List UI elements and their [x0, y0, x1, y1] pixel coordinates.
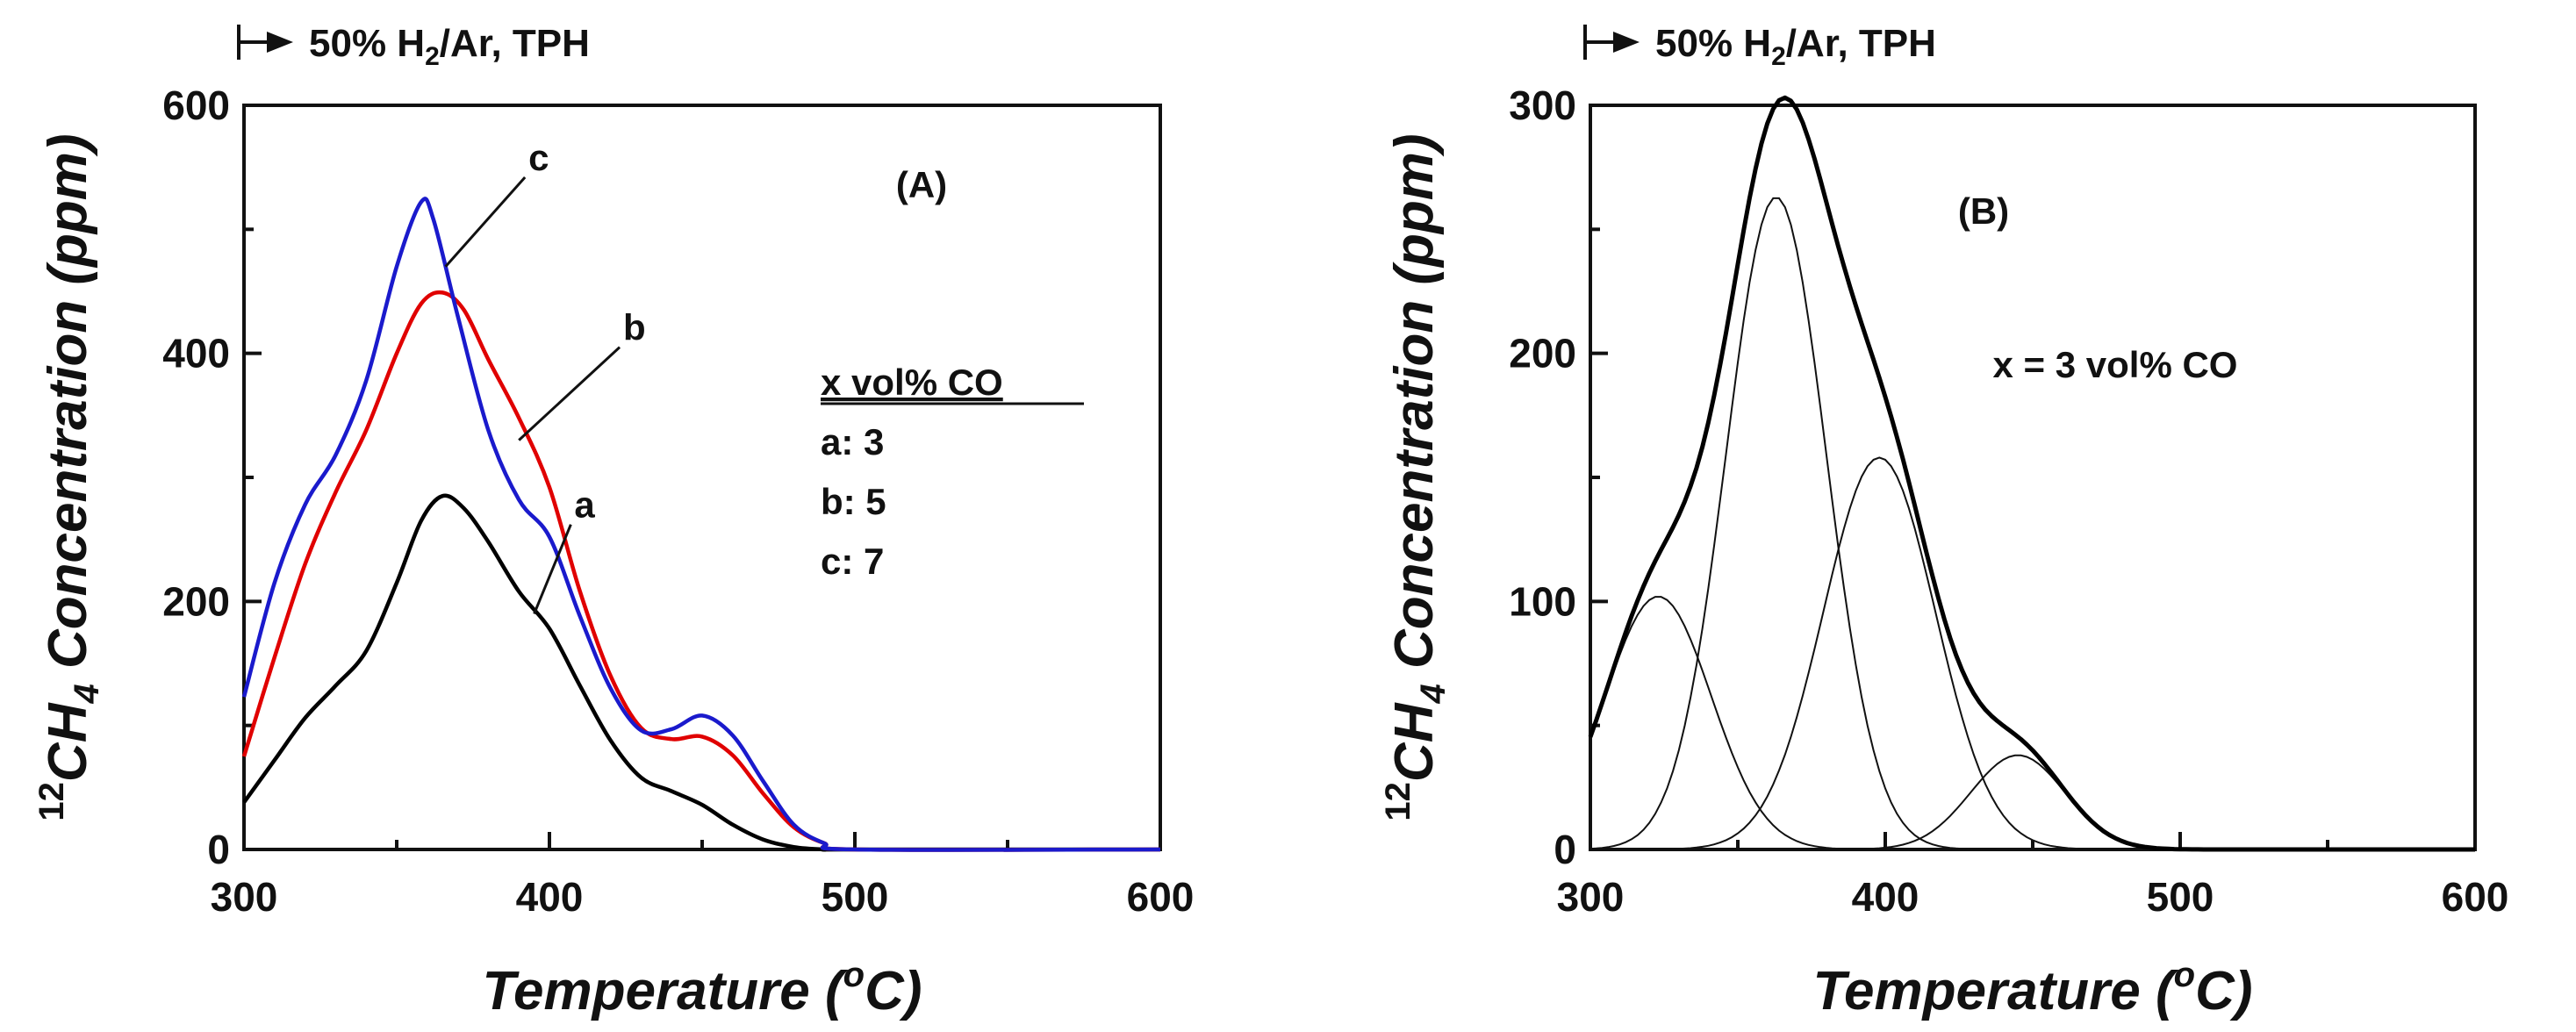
- b-x-axis-label-text: Temperature (: [1812, 961, 2178, 1021]
- a-series-b-line: [241, 290, 1161, 852]
- b-y-tick-label: 100: [1509, 578, 1576, 624]
- a-legend-item: c: 7: [821, 541, 884, 582]
- b-x-tick-label: 600: [2442, 874, 2509, 920]
- b-heading-rest: /Ar, TPH: [1786, 22, 1936, 65]
- b-component-peak-1: [1589, 596, 2475, 850]
- b-y-axis-label-sup: 12: [1379, 782, 1417, 821]
- a-y-tick-label: 0: [207, 827, 230, 872]
- b-y-axis-label-rest: Concentration (ppm): [1384, 133, 1445, 684]
- a-heading-rest: /Ar, TPH: [440, 22, 590, 65]
- b-annotation: x = 3 vol% CO: [1993, 344, 2238, 385]
- b-heading-text: 50% H: [1655, 22, 1771, 65]
- a-legend-title: x vol% CO: [821, 362, 1003, 403]
- a-heading: 50% H2/Ar, TPH: [309, 22, 590, 71]
- a-y-axis-label-main: CH: [38, 702, 98, 782]
- a-legend-item: a: 3: [821, 421, 884, 462]
- a-x-tick-label: 400: [516, 874, 584, 920]
- a-x-axis-label-sup: o: [843, 956, 865, 994]
- chart-panel-a: 50% H2/Ar, TPH 300 400 500 600 0 200 400 600 Temp…: [32, 22, 1194, 1021]
- b-y-tick-label: 0: [1553, 827, 1576, 872]
- a-y-tick-label: 600: [162, 82, 230, 128]
- a-y-axis-label-rest: Concentration (ppm): [38, 133, 98, 684]
- a-series-a-line: [242, 493, 1160, 852]
- b-x-axis-label-sup: o: [2174, 956, 2195, 994]
- a-series-c-line: [241, 197, 1161, 852]
- a-x-axis-label: Temperature (oC): [482, 956, 922, 1021]
- a-panel-label: (A): [896, 164, 947, 205]
- b-panel-label: (B): [1958, 190, 2009, 232]
- a-heading-sub: 2: [425, 42, 440, 71]
- a-callout-label-b: b: [623, 307, 646, 348]
- a-x-tick-label: 500: [822, 874, 889, 920]
- b-y-axis-label-sub: 4: [1414, 684, 1453, 704]
- b-y-tick-label: 200: [1509, 331, 1576, 376]
- b-heading-sub: 2: [1771, 42, 1786, 71]
- b-x-tick-label: 300: [1557, 874, 1625, 920]
- a-heading-arrowhead: [267, 32, 293, 53]
- b-y-tick-label: 300: [1509, 82, 1576, 128]
- a-callout-line-c: [444, 176, 527, 268]
- b-component-peak-4: [1590, 754, 2475, 850]
- b-envelope-total: [1588, 95, 2475, 852]
- b-x-tick-label: 400: [1852, 874, 1919, 920]
- b-x-axis-label-rest: C): [2195, 961, 2252, 1021]
- a-x-axis-label-text: Temperature (: [482, 961, 848, 1021]
- a-y-axis-label: 12CH4 Concentration (ppm): [32, 133, 106, 821]
- b-y-axis-label-main: CH: [1384, 702, 1445, 782]
- a-callout-line-a: [533, 524, 572, 615]
- a-y-axis-label-sup: 12: [32, 782, 71, 821]
- b-y-axis-label: 12CH4 Concentration (ppm): [1379, 133, 1453, 821]
- b-heading-arrowhead: [1613, 32, 1640, 53]
- a-legend-item: b: 5: [821, 481, 886, 522]
- b-x-axis-label: Temperature (oC): [1812, 956, 2252, 1021]
- b-x-tick-label: 500: [2147, 874, 2214, 920]
- b-component-peak-3: [1590, 456, 2475, 850]
- a-x-axis-label-rest: C): [865, 961, 922, 1021]
- a-callout-label-a: a: [574, 484, 595, 526]
- a-x-tick-label: 600: [1127, 874, 1195, 920]
- a-y-tick-label: 400: [162, 331, 230, 376]
- a-x-tick-label: 300: [211, 874, 278, 920]
- a-y-axis-label-sub: 4: [68, 684, 106, 704]
- a-y-tick-label: 200: [162, 578, 230, 624]
- a-heading-text: 50% H: [309, 22, 425, 65]
- chart-panel-b: 50% H2/Ar, TPH 300 400 500 600 0 100 200 300 Temp…: [1379, 22, 2508, 1021]
- a-callout-label-c: c: [528, 137, 549, 178]
- a-callout-line-b: [518, 346, 621, 441]
- b-heading: 50% H2/Ar, TPH: [1655, 22, 1936, 71]
